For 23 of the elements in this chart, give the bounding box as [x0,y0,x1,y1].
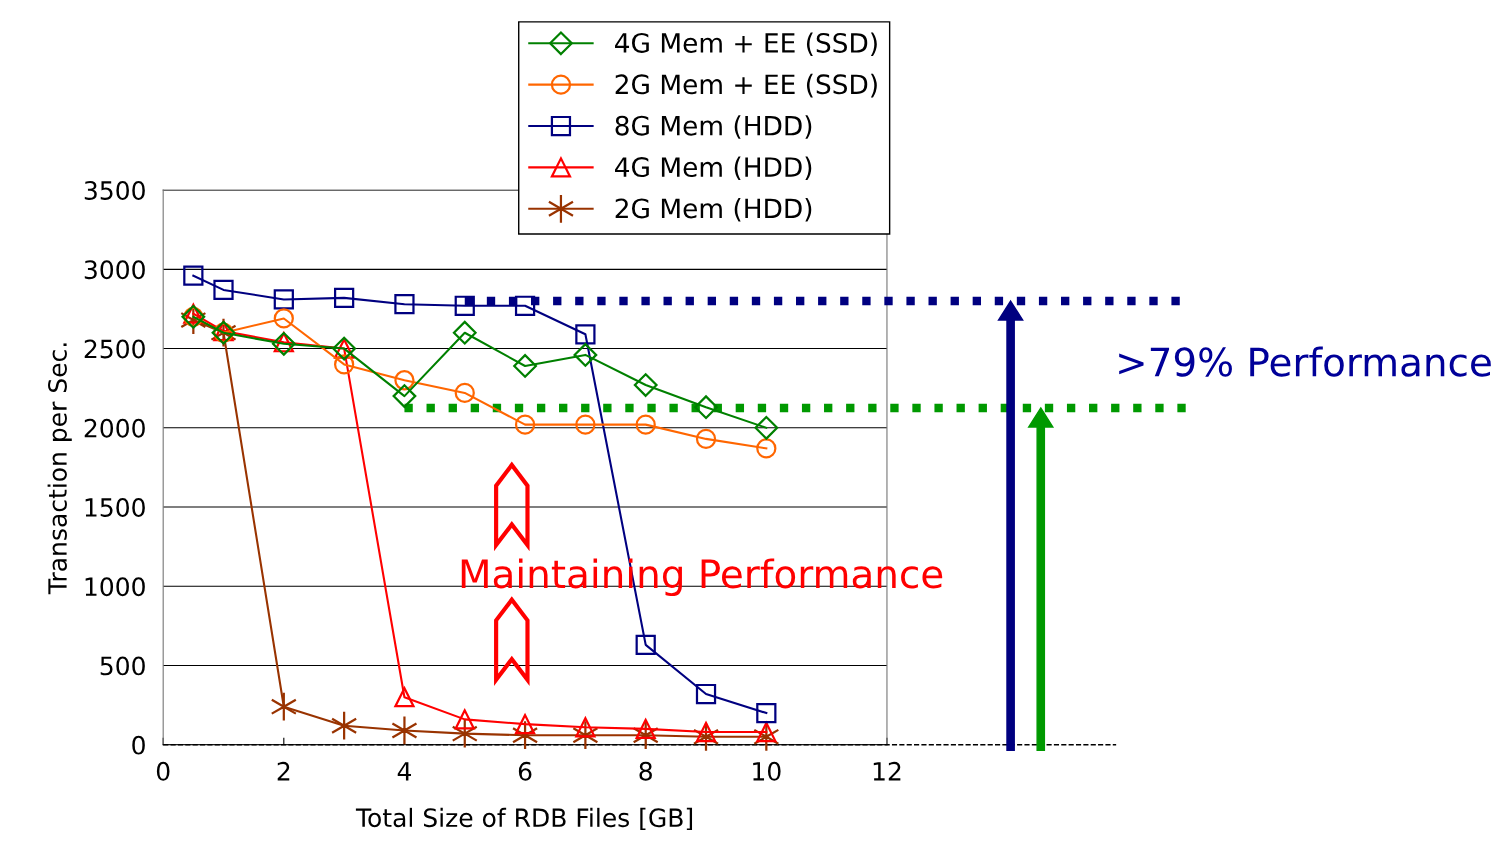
y-tick-label: 2500 [84,339,145,359]
legend-label: 4G Mem + EE (SSD) [615,32,877,56]
y-tick-label: 3000 [84,260,145,280]
x-tick-label: 6 [518,761,532,781]
x-tick-label: 0 [156,761,170,781]
y-tick-label: 500 [100,656,145,676]
x-tick-label: 8 [639,761,652,781]
legend-label: 8G Mem (HDD) [615,115,812,139]
legend-label: 2G Mem (HDD) [615,197,812,222]
legend-label: 2G Mem + EE (SSD) [615,73,877,98]
legend-label: 4G Mem (HDD) [615,156,812,181]
y-axis-title: Transaction per Sec. [47,343,72,595]
y-tick-label: 1000 [85,577,145,597]
x-axis-title: Total Size of RDB Files [GB] [355,807,693,831]
x-tick-label: 12 [873,761,901,781]
x-tick-label: 10 [753,761,781,781]
y-tick-label: 1500 [85,497,145,517]
y-tick-label: 2000 [84,418,145,438]
y-tick-label: 0 [132,735,145,755]
text: >79% Performance [1119,346,1491,377]
y-tick-label: 3500 [84,181,145,200]
x-tick-label: 2 [277,761,290,781]
x-tick-label: 4 [397,762,411,781]
